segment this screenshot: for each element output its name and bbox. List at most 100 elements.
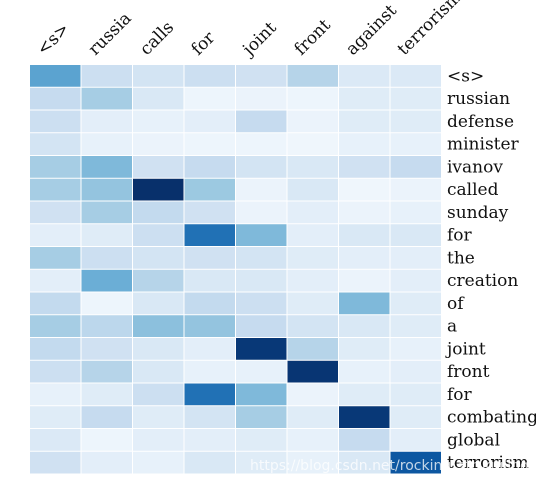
heatmap-cell-r6-c2 xyxy=(133,201,184,224)
heatmap-cell-r12-c3 xyxy=(184,338,235,360)
heatmap-cell-r8-c7 xyxy=(390,247,441,269)
heatmap-cell-r4-c1 xyxy=(81,156,132,178)
heatmap-cell-r1-c7 xyxy=(390,87,441,110)
heatmap-cell-r11-c6 xyxy=(339,315,390,337)
heatmap-cell-r13-c1 xyxy=(81,360,132,383)
heatmap-cell-r13-c7 xyxy=(390,360,441,383)
heatmap-cell-r3-c3 xyxy=(184,133,235,155)
heatmap-cell-r15-c3 xyxy=(184,406,235,428)
heatmap-cell-r6-c7 xyxy=(390,201,441,224)
heatmap-cell-r13-c0 xyxy=(30,360,81,383)
row-label: joint xyxy=(445,339,486,359)
heatmap-cell-r3-c5 xyxy=(287,133,338,155)
heatmap-cell-r16-c4 xyxy=(236,429,287,451)
heatmap-cell-r17-c4 xyxy=(236,451,287,474)
heatmap-cell-r14-c2 xyxy=(133,383,184,406)
heatmap-cell-r17-c7 xyxy=(390,451,441,474)
heatmap-cell-r8-c2 xyxy=(133,247,184,269)
heatmap-cell-r8-c1 xyxy=(81,247,132,269)
heatmap-cell-r4-c2 xyxy=(133,156,184,178)
heatmap-cell-r1-c3 xyxy=(184,87,235,110)
heatmap-cell-r5-c7 xyxy=(390,178,441,201)
row-label: terrorism xyxy=(447,453,529,473)
heatmap-cell-r2-c2 xyxy=(133,110,184,133)
heatmap-cell-r6-c6 xyxy=(339,201,390,224)
heatmap-cell-r0-c7 xyxy=(390,65,441,87)
heatmap-cell-r6-c0 xyxy=(30,201,81,224)
heatmap-cell-r9-c1 xyxy=(81,269,132,292)
heatmap-cell-r16-c5 xyxy=(287,429,338,451)
row-label: creation xyxy=(447,271,518,291)
heatmap-cell-r5-c0 xyxy=(30,178,81,201)
heatmap-cell-r14-c6 xyxy=(339,383,390,406)
heatmap-cell-r8-c4 xyxy=(236,247,287,269)
row-label: <s> xyxy=(447,66,484,86)
heatmap-cell-r16-c0 xyxy=(30,429,81,451)
heatmap-cell-r1-c5 xyxy=(287,87,338,110)
heatmap-cell-r12-c6 xyxy=(339,338,390,360)
heatmap-cell-r9-c3 xyxy=(184,269,235,292)
row-label: a xyxy=(447,317,457,337)
column-label: front xyxy=(291,15,335,59)
heatmap-cell-r17-c5 xyxy=(287,451,338,474)
heatmap-cell-r14-c1 xyxy=(81,383,132,406)
heatmap-cell-r10-c7 xyxy=(390,292,441,315)
heatmap-cell-r6-c5 xyxy=(287,201,338,224)
heatmap-cell-r0-c0 xyxy=(30,65,81,87)
heatmap-cell-r12-c7 xyxy=(390,338,441,360)
row-label: global xyxy=(447,430,500,450)
heatmap-cells xyxy=(30,65,441,474)
heatmap-cell-r10-c1 xyxy=(81,292,132,315)
heatmap-cell-r5-c3 xyxy=(184,178,235,201)
heatmap-cell-r3-c7 xyxy=(390,133,441,155)
heatmap-cell-r4-c5 xyxy=(287,156,338,178)
heatmap-cell-r0-c1 xyxy=(81,65,132,87)
heatmap-cell-r9-c6 xyxy=(339,269,390,292)
column-labels: <s> russia calls for joint front againstterror… xyxy=(33,0,465,61)
heatmap-cell-r10-c6 xyxy=(339,292,390,315)
heatmap-cell-r17-c6 xyxy=(339,451,390,474)
heatmap-cell-r1-c6 xyxy=(339,87,390,110)
heatmap-cell-r12-c2 xyxy=(133,338,184,360)
row-label: of xyxy=(447,294,465,314)
heatmap-cell-r17-c2 xyxy=(133,451,184,474)
heatmap-cell-r6-c3 xyxy=(184,201,235,224)
heatmap-cell-r11-c2 xyxy=(133,315,184,337)
heatmap-cell-r8-c0 xyxy=(30,247,81,269)
heatmap-cell-r8-c6 xyxy=(339,247,390,269)
heatmap-cell-r1-c2 xyxy=(133,87,184,110)
heatmap-cell-r17-c3 xyxy=(184,451,235,474)
heatmap-cell-r0-c2 xyxy=(133,65,184,87)
heatmap-cell-r10-c4 xyxy=(236,292,287,315)
heatmap-cell-r16-c3 xyxy=(184,429,235,451)
heatmap-cell-r16-c6 xyxy=(339,429,390,451)
heatmap-cell-r7-c0 xyxy=(30,224,81,246)
heatmap-cell-r2-c0 xyxy=(30,110,81,133)
heatmap-cell-r13-c5 xyxy=(287,360,338,383)
row-label: combating xyxy=(447,408,536,428)
heatmap-cell-r10-c5 xyxy=(287,292,338,315)
heatmap-cell-r13-c4 xyxy=(236,360,287,383)
heatmap-cell-r12-c1 xyxy=(81,338,132,360)
row-label: front xyxy=(447,362,490,382)
heatmap-cell-r4-c0 xyxy=(30,156,81,178)
row-label: ivanov xyxy=(447,157,503,177)
heatmap-cell-r15-c2 xyxy=(133,406,184,428)
heatmap-cell-r16-c1 xyxy=(81,429,132,451)
row-label: called xyxy=(447,180,499,200)
heatmap-cell-r3-c4 xyxy=(236,133,287,155)
heatmap-cell-r4-c3 xyxy=(184,156,235,178)
heatmap-cell-r11-c0 xyxy=(30,315,81,337)
heatmap-cell-r7-c3 xyxy=(184,224,235,246)
row-label: russian xyxy=(447,89,510,109)
heatmap-cell-r15-c5 xyxy=(287,406,338,428)
heatmap-cell-r9-c2 xyxy=(133,269,184,292)
heatmap-cell-r2-c1 xyxy=(81,110,132,133)
heatmap-cell-r9-c0 xyxy=(30,269,81,292)
heatmap-cell-r5-c4 xyxy=(236,178,287,201)
heatmap-cell-r8-c3 xyxy=(184,247,235,269)
heatmap-cell-r13-c6 xyxy=(339,360,390,383)
heatmap-cell-r5-c2 xyxy=(133,178,184,201)
heatmap-cell-r11-c5 xyxy=(287,315,338,337)
